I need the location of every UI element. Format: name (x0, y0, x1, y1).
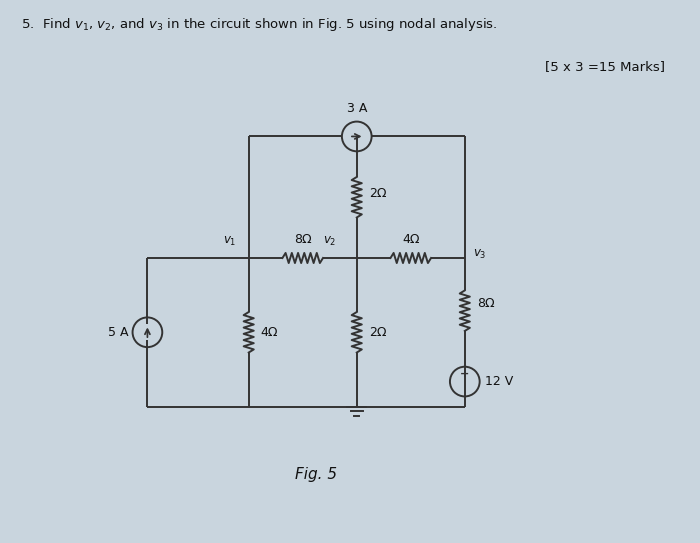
Text: 4Ω: 4Ω (402, 233, 419, 246)
Text: 4Ω: 4Ω (261, 326, 279, 339)
Text: [5 x 3 =15 Marks]: [5 x 3 =15 Marks] (545, 60, 665, 73)
Text: Fig. 5: Fig. 5 (295, 466, 337, 482)
Text: 3 A: 3 A (346, 102, 367, 115)
Text: 5 A: 5 A (108, 326, 129, 339)
Text: +: + (460, 369, 470, 379)
Text: 2Ω: 2Ω (369, 187, 386, 200)
Text: $v_2$: $v_2$ (323, 235, 337, 248)
Text: 2Ω: 2Ω (369, 326, 386, 339)
Text: $v_1$: $v_1$ (223, 235, 237, 248)
Text: 12 V: 12 V (485, 375, 513, 388)
Text: $v_3$: $v_3$ (473, 248, 486, 261)
Text: 8Ω: 8Ω (294, 233, 312, 246)
Text: 5.  Find $v_1$, $v_2$, and $v_3$ in the circuit shown in Fig. 5 using nodal anal: 5. Find $v_1$, $v_2$, and $v_3$ in the c… (21, 16, 498, 33)
Text: 8Ω: 8Ω (477, 298, 495, 311)
